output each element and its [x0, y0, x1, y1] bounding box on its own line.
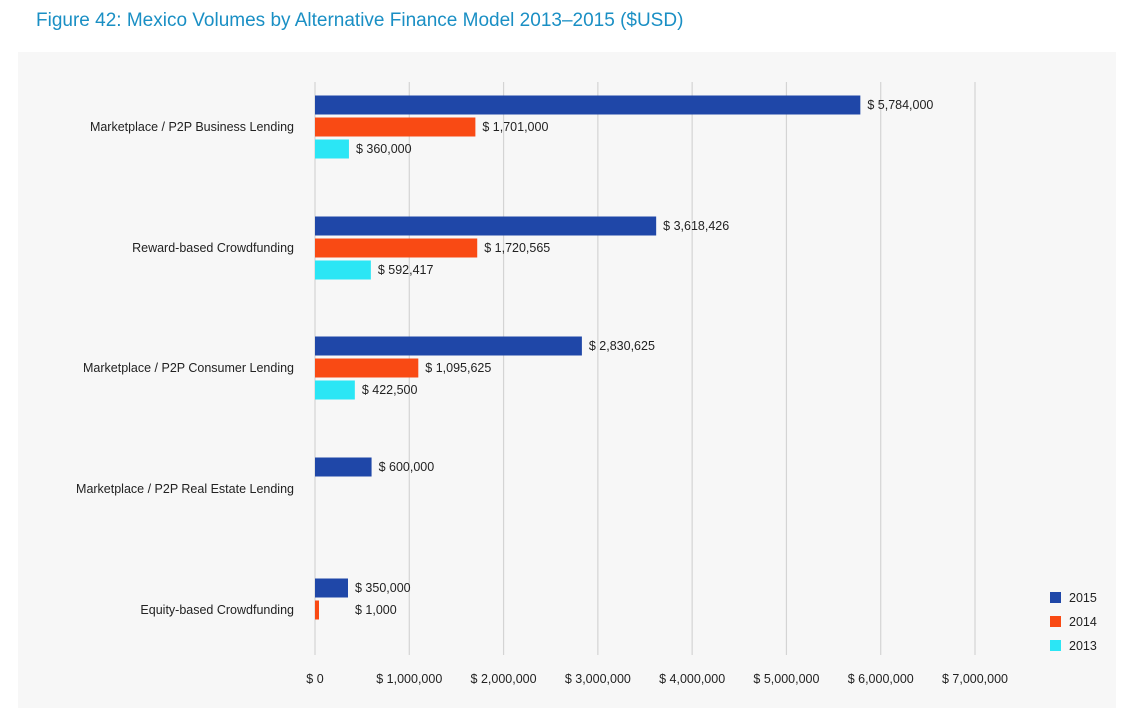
- data-label: $ 1,000: [355, 603, 397, 617]
- category-label: Marketplace / P2P Business Lending: [90, 120, 294, 134]
- bar-2015: [315, 336, 582, 356]
- plot-background: [18, 52, 1116, 708]
- data-label: $ 2,830,625: [589, 339, 655, 353]
- x-tick-label: $ 5,000,000: [753, 672, 819, 686]
- category-label: Marketplace / P2P Consumer Lending: [83, 361, 294, 375]
- bar-2013: [315, 260, 371, 280]
- x-tick-label: $ 2,000,000: [471, 672, 537, 686]
- category-label: Marketplace / P2P Real Estate Lending: [76, 482, 294, 496]
- chart-title: Figure 42: Mexico Volumes by Alternative…: [36, 10, 684, 31]
- data-label: $ 1,720,565: [484, 241, 550, 255]
- legend-swatch: [1050, 616, 1061, 627]
- data-label: $ 1,095,625: [425, 361, 491, 375]
- x-tick-label: $ 6,000,000: [848, 672, 914, 686]
- legend-swatch: [1050, 592, 1061, 603]
- bar-2014: [315, 358, 419, 378]
- data-label: $ 592,417: [378, 263, 434, 277]
- bar-2015: [315, 457, 372, 477]
- legend-label: 2015: [1069, 591, 1097, 605]
- category-label: Reward-based Crowdfunding: [132, 241, 294, 255]
- data-label: $ 3,618,426: [663, 219, 729, 233]
- category-label: Equity-based Crowdfunding: [140, 603, 294, 617]
- x-tick-label: $ 7,000,000: [942, 672, 1008, 686]
- bar-2014: [315, 600, 319, 620]
- x-tick-label: $ 3,000,000: [565, 672, 631, 686]
- bar-2015: [315, 95, 861, 115]
- legend-swatch: [1050, 640, 1061, 651]
- x-tick-label: $ 1,000,000: [376, 672, 442, 686]
- data-label: $ 422,500: [362, 383, 418, 397]
- bar-2013: [315, 139, 349, 159]
- legend-label: 2013: [1069, 639, 1097, 653]
- bar-2013: [315, 380, 355, 400]
- data-label: $ 350,000: [355, 581, 411, 595]
- x-tick-label: $ 0: [306, 672, 323, 686]
- bar-2014: [315, 117, 476, 137]
- data-label: $ 5,784,000: [867, 98, 933, 112]
- bar-2015: [315, 216, 657, 236]
- data-label: $ 1,701,000: [482, 120, 548, 134]
- x-tick-label: $ 4,000,000: [659, 672, 725, 686]
- bar-2015: [315, 578, 348, 598]
- bar-2014: [315, 238, 478, 258]
- data-label: $ 360,000: [356, 142, 412, 156]
- legend-label: 2014: [1069, 615, 1097, 629]
- data-label: $ 600,000: [379, 460, 435, 474]
